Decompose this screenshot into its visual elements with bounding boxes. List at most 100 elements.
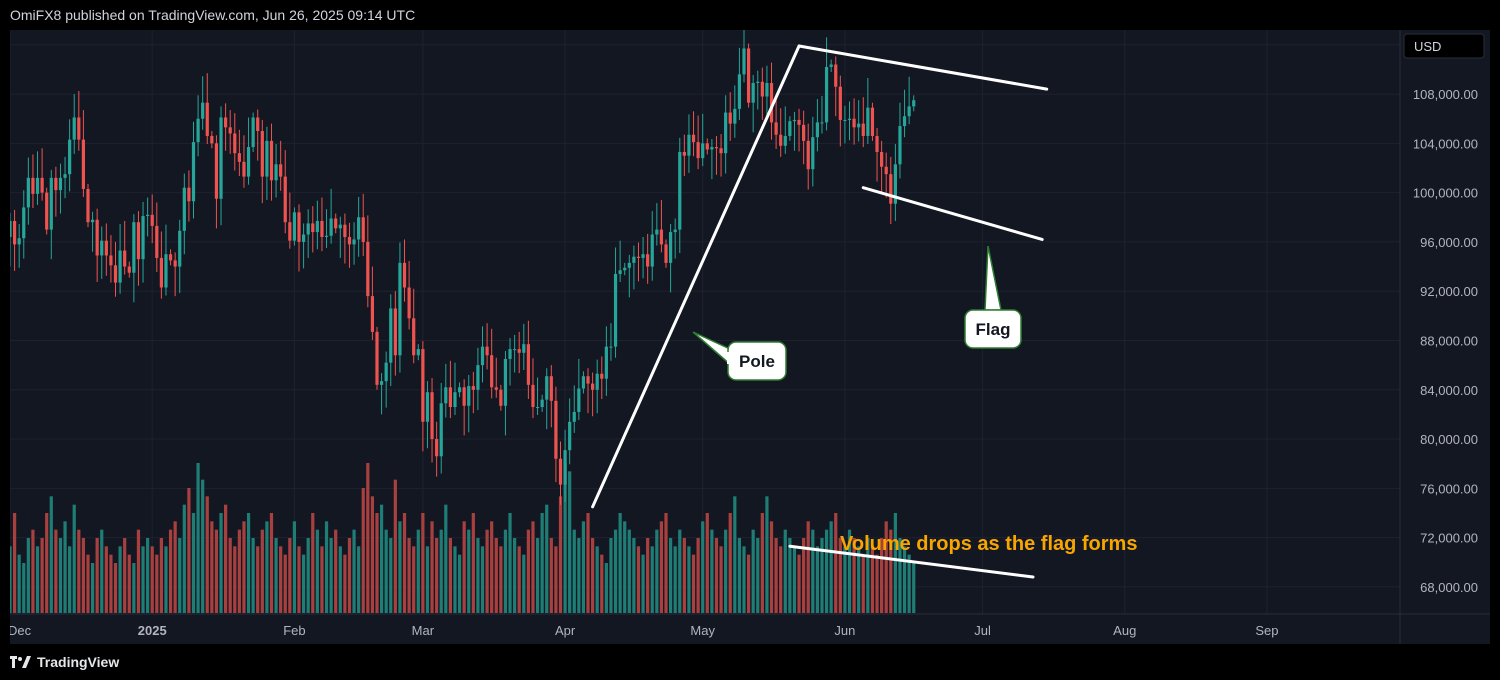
volume-bar [779, 546, 783, 613]
volume-bar [288, 538, 292, 613]
candle [219, 117, 223, 199]
candle [467, 386, 471, 406]
candle [347, 236, 352, 245]
flag-callout-joint [986, 311, 1000, 315]
candle [774, 122, 778, 135]
x-tick-label: 2025 [138, 623, 167, 638]
candle [811, 137, 815, 170]
publisher-text: OmiFX8 published on TradingView.com, Jun… [10, 7, 416, 23]
volume-bar [123, 538, 127, 613]
volume-bar [118, 546, 122, 613]
candle [81, 139, 86, 189]
grid-layer [9, 30, 1400, 614]
volume-bar [554, 546, 558, 613]
volume-bar [646, 538, 650, 613]
candle [609, 346, 613, 348]
candle [843, 119, 847, 121]
candle [113, 265, 118, 283]
candle [623, 267, 627, 271]
y-tick-label: 84,000.00 [1420, 383, 1478, 398]
volume-bar [884, 521, 888, 613]
candle [352, 239, 356, 245]
volume-bar [274, 538, 278, 613]
candle [802, 124, 806, 141]
volume-bar [476, 538, 480, 613]
candle [136, 222, 141, 260]
volume-bar [311, 513, 315, 613]
x-tick-label: Jun [834, 623, 855, 638]
candle [526, 344, 530, 385]
candle [806, 140, 810, 170]
volume-bar [306, 538, 310, 613]
volume-bar [407, 538, 411, 613]
tradingview-logo[interactable]: TradingView [10, 644, 119, 680]
volume-bar [650, 546, 654, 613]
volume-bar [242, 521, 246, 613]
flag-lower-line [861, 186, 1044, 241]
volume-bar [710, 529, 714, 613]
volume-bar [912, 563, 916, 613]
candle [572, 411, 576, 422]
volume-bar [256, 546, 260, 613]
volume-bar [334, 529, 338, 613]
candle [751, 82, 755, 103]
volume-bar [623, 521, 627, 613]
candle [416, 349, 420, 356]
volume-bar [324, 521, 329, 613]
volume-bar [545, 504, 549, 613]
candle [691, 134, 696, 143]
volume-bar [416, 529, 420, 613]
candle [407, 287, 411, 319]
volume-bar [68, 546, 72, 613]
candle [256, 117, 260, 132]
candle [728, 112, 732, 124]
volume-bar [889, 529, 893, 613]
volume-bar [159, 538, 163, 613]
volume-bar [673, 546, 677, 613]
callouts-layer: Pole Flag Volume drops as the flag forms US… [692, 33, 1485, 555]
volume-bar [45, 513, 49, 613]
currency-badge: USD [1403, 33, 1485, 59]
candle [444, 387, 448, 404]
candle [329, 218, 333, 236]
candle [269, 140, 274, 181]
candle [12, 220, 17, 245]
y-tick-label: 76,000.00 [1420, 481, 1478, 496]
volume-bar [228, 538, 232, 613]
volume-bar [522, 554, 526, 613]
volume-bar [797, 554, 801, 613]
volume-bar [572, 529, 576, 613]
volume-bar [315, 529, 319, 613]
candle [627, 262, 631, 268]
price-chart[interactable]: 112,000.00108,000.00104,000.00100,000.00… [8, 18, 1490, 644]
candle [884, 166, 888, 175]
candle [425, 392, 430, 422]
candle [297, 212, 301, 242]
candle [77, 117, 81, 140]
candle [714, 147, 719, 149]
chart-panel[interactable]: 112,000.00108,000.00104,000.00100,000.00… [8, 18, 1490, 644]
currency-badge-box [1403, 33, 1485, 59]
volume-bar [494, 538, 498, 613]
pole-callout-text: Pole [739, 352, 775, 371]
volume-bar [104, 546, 108, 613]
candle [26, 177, 30, 208]
candle [499, 389, 503, 406]
candle [430, 392, 434, 440]
volume-bar [471, 513, 475, 613]
candle [485, 346, 489, 356]
candle [591, 383, 595, 390]
candle [251, 117, 255, 148]
candle [306, 223, 310, 235]
y-tick-label: 92,000.00 [1420, 284, 1478, 299]
candle [604, 346, 608, 379]
flag-callout-text: Flag [976, 320, 1011, 339]
candle [141, 216, 145, 260]
volume-bar [558, 496, 563, 613]
candle [338, 224, 342, 229]
candle [471, 386, 475, 390]
candle [531, 384, 535, 408]
candle [646, 254, 650, 267]
candle [146, 214, 150, 217]
candle [494, 387, 498, 390]
